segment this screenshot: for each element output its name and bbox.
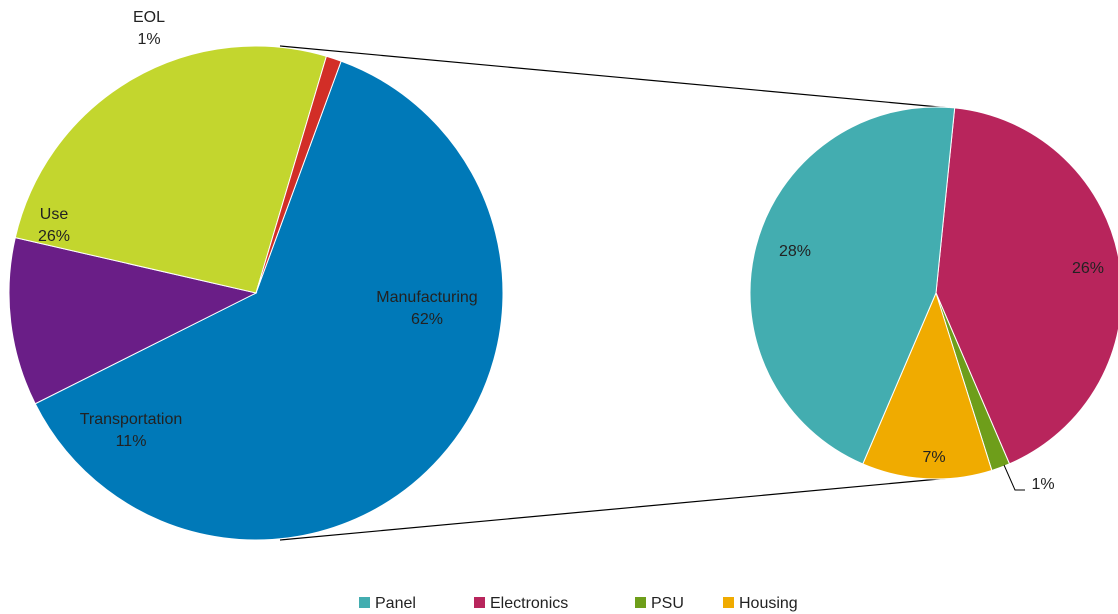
main-slice-use bbox=[14, 45, 328, 294]
main-label-eol: EOL 1% bbox=[133, 9, 165, 48]
legend-item-housing: Housing bbox=[723, 595, 798, 612]
legend-label-panel: Panel bbox=[375, 595, 416, 612]
connector-line-top bbox=[279, 45, 951, 109]
legend-label-psu: PSU bbox=[651, 595, 684, 612]
main-slice-manufacturing bbox=[34, 60, 504, 541]
detail-label-electronics: 26% bbox=[1072, 260, 1104, 277]
legend-label-electronics: Electronics bbox=[490, 595, 568, 612]
legend-item-psu: PSU bbox=[635, 595, 684, 612]
detail-label-psu: 1% bbox=[1031, 476, 1054, 493]
legend-swatch-electronics bbox=[474, 597, 485, 608]
connector-line-bottom bbox=[279, 477, 951, 541]
psu-leader-line bbox=[1003, 464, 1025, 491]
legend-swatch-panel bbox=[359, 597, 370, 608]
connector-lines bbox=[279, 45, 951, 541]
main-label-use: Use 26% bbox=[38, 206, 70, 245]
legend-item-electronics: Electronics bbox=[474, 595, 568, 612]
main-label-transportation: Transportation 11% bbox=[80, 411, 183, 450]
legend-label-housing: Housing bbox=[739, 595, 798, 612]
detail-slice-panel bbox=[749, 106, 956, 465]
data-labels: Manufacturing 62% Transportation 11% Use 26% E… bbox=[38, 9, 1104, 493]
detail-pie bbox=[749, 106, 1118, 480]
main-slice-eol bbox=[255, 55, 342, 294]
main-pie bbox=[8, 45, 504, 541]
detail-label-panel: 28% bbox=[779, 243, 811, 260]
legend: Panel Electronics PSU Housing bbox=[359, 595, 798, 612]
detail-label-housing: 7% bbox=[922, 449, 945, 466]
main-label-manufacturing: Manufacturing 62% bbox=[376, 289, 477, 328]
legend-item-panel: Panel bbox=[359, 595, 416, 612]
legend-swatch-housing bbox=[723, 597, 734, 608]
legend-swatch-psu bbox=[635, 597, 646, 608]
detail-slice-electronics bbox=[935, 107, 1118, 465]
detail-slice-housing bbox=[862, 291, 993, 480]
